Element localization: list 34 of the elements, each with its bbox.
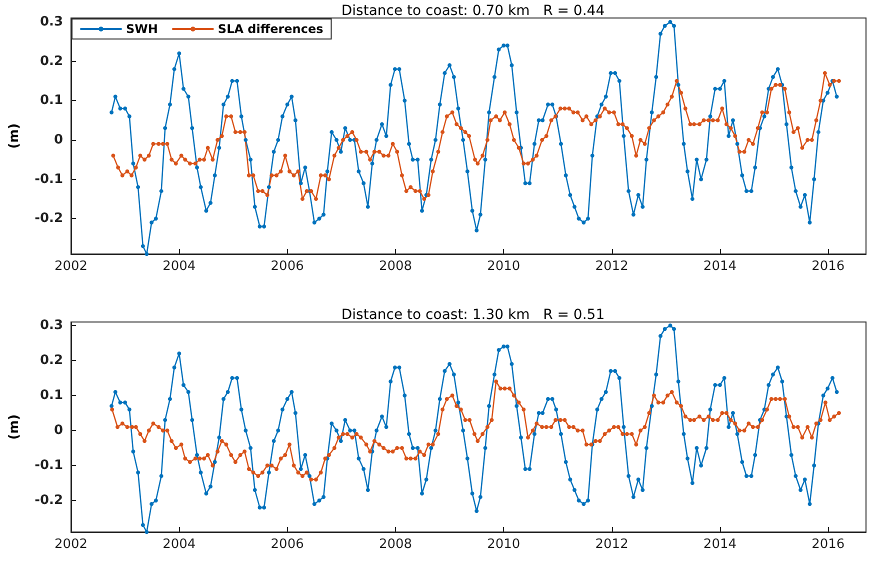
y-tick-label: 0.3 xyxy=(40,318,63,333)
chart-title: Distance to coast: 1.30 km R = 0.51 xyxy=(341,307,605,323)
x-tick-label: 2002 xyxy=(54,259,88,274)
y-tick-label: -0.1 xyxy=(34,458,63,473)
y-tick-label: -0.2 xyxy=(34,493,63,508)
y-axis-title: (m) xyxy=(7,414,22,440)
x-tick-label: 2010 xyxy=(487,537,520,552)
chart-title: Distance to coast: 0.70 km R = 0.44 xyxy=(341,3,605,19)
y-tick-label: 0.1 xyxy=(40,388,63,403)
x-tick-label: 2016 xyxy=(812,259,845,274)
y-tick-label: -0.2 xyxy=(34,211,63,226)
x-tick-label: 2004 xyxy=(162,259,196,274)
x-tick-label: 2002 xyxy=(54,537,88,552)
y-axis-title: (m) xyxy=(7,123,22,149)
x-tick-label: 2006 xyxy=(270,259,304,274)
y-tick-label: 0.2 xyxy=(40,353,63,368)
legend-label: SWH xyxy=(126,22,158,36)
y-tick-label: 0.2 xyxy=(40,54,63,69)
x-tick-label: 2008 xyxy=(378,537,412,552)
y-tick-label: 0 xyxy=(54,423,63,438)
x-tick-label: 2016 xyxy=(812,537,845,552)
x-tick-label: 2008 xyxy=(378,259,412,274)
y-tick-label: 0.3 xyxy=(40,14,63,30)
x-tick-label: 2004 xyxy=(162,537,196,552)
x-tick-label: 2014 xyxy=(703,537,737,552)
legend-label: SLA differences xyxy=(218,22,324,36)
x-tick-label: 2010 xyxy=(487,259,520,274)
x-tick-label: 2014 xyxy=(703,259,737,274)
x-tick-label: 2006 xyxy=(270,537,304,552)
y-tick-label: 0 xyxy=(54,132,63,148)
x-tick-label: 2012 xyxy=(595,537,628,552)
y-tick-label: -0.1 xyxy=(34,172,63,187)
x-tick-label: 2012 xyxy=(595,259,628,274)
y-tick-label: 0.1 xyxy=(40,93,63,108)
